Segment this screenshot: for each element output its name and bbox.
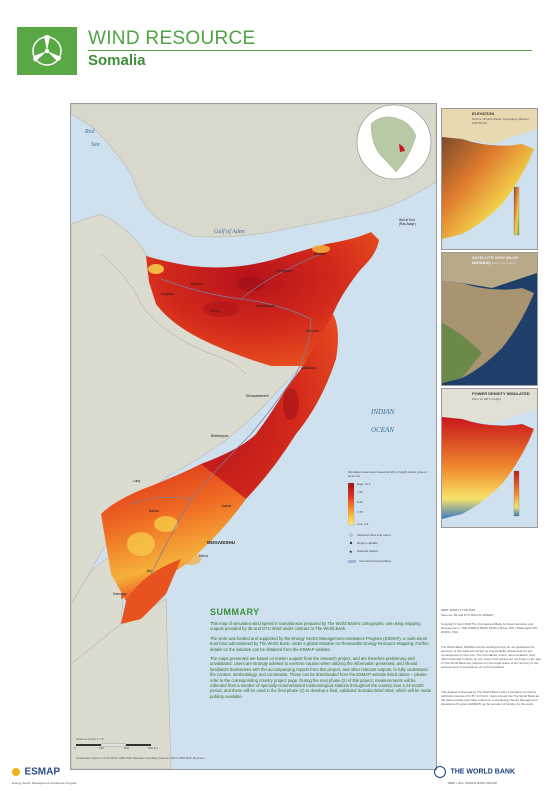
copyright-note: Copyright © April 2018 The International… (441, 622, 538, 634)
summary-heading: SUMMARY (210, 607, 260, 617)
place-label: Gaalkacyo (301, 366, 317, 370)
scale-tick: 100 (99, 746, 105, 750)
legend-title: Simulated mean wind speed at 100 m heigh… (348, 470, 427, 478)
place-label: Luuq (133, 479, 141, 483)
power-density-panel: POWER DENSITY SIMULATED W/m² at 100 m he… (441, 388, 538, 528)
place-label: Jilib (146, 569, 152, 573)
gulf-label: Gulf of Aden (214, 229, 245, 235)
place-label: Burco (211, 309, 220, 313)
scale-tick: 300 km (148, 746, 158, 750)
projection-note: Coordinate System: GCS WGS 1984 Web Merc… (76, 756, 205, 760)
legend-item: National capital (357, 549, 378, 553)
side-panel-subtitle: W/m² at 100 m height (472, 397, 501, 401)
map-canvas (71, 104, 436, 769)
summary-paragraph: The maps presented are based on interim … (210, 656, 432, 699)
place-label: Ceerigaabo (276, 269, 293, 273)
red-sea-label-1: Red (85, 129, 95, 135)
esmap-sun-icon (12, 767, 20, 776)
license-note: This dataset is licensed by The World Ba… (441, 690, 539, 706)
title-underline (88, 50, 532, 51)
main-wind-map: Gulf of Aden INDIAN OCEAN Red Sea Abd al… (70, 103, 437, 770)
place-label: Jowhar (221, 504, 232, 508)
place-label: Kismaayo (113, 592, 127, 596)
legend-tick: 3.75 (357, 510, 363, 514)
legend-high: High: 11.4 (357, 482, 371, 486)
legend-item: Selected cities and towns (357, 533, 391, 537)
legend-item: International boundaries (359, 559, 392, 563)
disclaimer-note: The World Bank, ESMAP and the working fi… (441, 645, 541, 669)
svg-text:★: ★ (349, 549, 353, 554)
place-label: Bosaaso (314, 252, 327, 256)
elevation-panel: ELEVATION Source: Shuttle Radar Topograp… (441, 108, 538, 250)
power-density-map (442, 389, 537, 527)
side-panel-title: SATELLITE VIEW (BLUE MARBLE) (472, 255, 519, 265)
summary-section: SUMMARY This map of simulated wind speed… (210, 607, 432, 699)
sources-note: Sources: 3E and DTU Wind for ESMAP (441, 613, 494, 617)
world-bank-wordmark: THE WORLD BANK (450, 768, 516, 776)
page-subtitle: Somalia (88, 52, 146, 69)
page-title: WIND RESOURCE (88, 28, 256, 49)
summary-paragraph: This map of simulated wind speed in Soma… (210, 621, 421, 632)
red-sea-label-2: Sea (91, 142, 100, 148)
capital-label: MOGADISHU (207, 540, 235, 545)
place-label: Hargeysa (161, 292, 175, 296)
place-label: Laascaanood (256, 304, 276, 308)
esmap-tagline: Energy Sector Management Assistance Prog… (12, 781, 77, 785)
summary-paragraph: The work was funded and supported by the… (210, 635, 429, 652)
satellite-map (442, 253, 537, 385)
map-legend: Simulated mean wind speed at 100 m heigh… (348, 470, 428, 563)
place-label: Merca (199, 554, 208, 558)
place-label: Garoowe (306, 329, 319, 333)
world-bank-tagline: IBRD • IDA | WORLD BANK GROUP (448, 781, 498, 785)
legend-item: Region capitals (357, 541, 378, 545)
esmap-wordmark: ESMAP (24, 766, 61, 778)
legend-tick: 7.00 (357, 490, 363, 494)
place-label: Baidoa (149, 509, 159, 513)
cape-label: Abd al Kuri (Ras Asayr) (399, 218, 416, 226)
world-bank-logo: THE WORLD BANK IBRD • IDA | WORLD BANK G… (434, 763, 515, 785)
side-panel-subtitle: Source: Shuttle Radar Topography Mission… (472, 117, 529, 125)
place-label: Berbera (191, 282, 203, 286)
elevation-map (442, 109, 537, 249)
scale-bar (76, 743, 151, 747)
side-panel-subtitle: Source: NASA Earth Observatory (472, 261, 517, 265)
header: WIND RESOURCE Somalia (0, 0, 557, 98)
ibrd-code: IBRD 42355 | TYPE 2018 (441, 608, 476, 612)
side-panel-title: POWER DENSITY SIMULATED (472, 391, 530, 396)
wind-turbine-logo (17, 27, 77, 75)
world-bank-globe-icon (434, 765, 446, 778)
scale-tick: 0 (74, 746, 76, 750)
legend-colorbar: ★ (348, 482, 356, 563)
ocean-label-2: OCEAN (371, 426, 394, 434)
esmap-logo: ESMAP Energy Sector Management Assistanc… (12, 763, 77, 785)
scale-label: Scale at center 1:7.5 (76, 737, 104, 741)
legend-tick: 5.25 (357, 500, 363, 504)
satellite-panel: SATELLITE VIEW (BLUE MARBLE) Source: NAS… (441, 252, 538, 386)
scale-tick: 200 (124, 746, 130, 750)
place-label: Dhuusamarreeb (246, 394, 269, 398)
legend-low: Low: 2.8 (357, 522, 369, 526)
place-label: Beledweyne (211, 434, 229, 438)
ocean-label-1: INDIAN (371, 408, 395, 416)
side-panel-title: ELEVATION (472, 111, 495, 116)
